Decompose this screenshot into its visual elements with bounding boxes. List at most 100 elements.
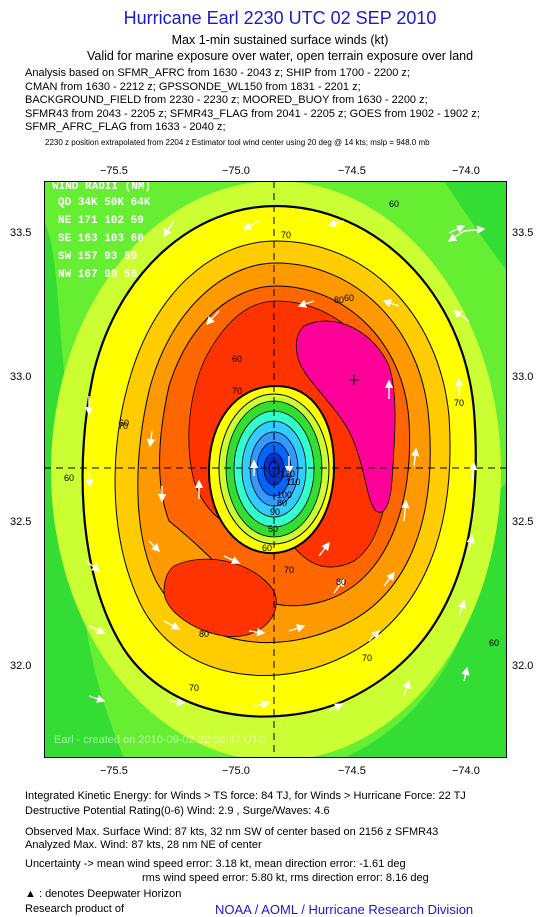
- wind-vector: [469, 461, 478, 482]
- lat-tick-label: 33.5: [512, 227, 534, 239]
- analysis-line: Analysis based on SFMR_AFRC from 1630 - …: [25, 67, 410, 79]
- noaa-credit: NOAA / AOML / Hurricane Research Divisio…: [215, 902, 474, 917]
- contour-label: 80: [199, 629, 209, 639]
- map-frame: [44, 181, 507, 758]
- deepwater-horizon-label: : denotes Deepwater Horizon: [38, 888, 182, 900]
- analysis-sources: Analysis based on SFMR_AFRC from 1630 - …: [25, 67, 480, 135]
- contour-label: 90: [270, 507, 280, 517]
- wind-vector: [85, 470, 94, 488]
- map-subtitle: Max 1-min sustained surface winds (kt): [171, 33, 389, 47]
- contour-label: 80: [277, 498, 287, 508]
- deepwater-horizon-note: ▲ : denotes Deepwater Horizon: [25, 888, 181, 900]
- contour-label: 60: [389, 199, 399, 209]
- lon-tick-label: −74.5: [338, 765, 366, 777]
- lon-tick-label: −75.0: [222, 165, 250, 177]
- analysis-line: BACKGROUND_FIELD from 2230 - 2230 z; MOO…: [25, 94, 428, 107]
- uncertainty-line: rms wind speed error: 5.80 kt, rms direc…: [142, 872, 429, 884]
- analyzed-max-wind-line: Analyzed Max. Wind: 87 kts, 28 nm NE of …: [25, 839, 262, 851]
- exposure-note: Valid for marine exposure over water, op…: [86, 49, 474, 63]
- lon-tick-label: −75.5: [100, 765, 128, 777]
- analysis-line: SFMR43 from 2043 - 2205 z; SFMR43_FLAG f…: [25, 107, 480, 120]
- lon-tick-label: −74.0: [452, 165, 480, 177]
- wind-vector: [85, 560, 101, 572]
- contour-label: 50: [268, 524, 278, 534]
- southwest-max-wind-patch: [163, 558, 277, 638]
- wind-vector: [382, 299, 400, 308]
- contour-label: 70: [189, 683, 199, 693]
- wind-vector: [452, 310, 470, 322]
- contour-label: 100: [277, 490, 292, 500]
- lat-tick-label: 32.5: [10, 516, 32, 528]
- lat-tick-label: 32.0: [512, 660, 534, 672]
- lon-tick-label: −75.5: [100, 165, 128, 177]
- wind-vector: [457, 599, 466, 617]
- wind-radii-row: SW 157 93 59: [58, 251, 137, 263]
- contour-label: 60: [64, 473, 74, 483]
- wind-vector: [163, 220, 175, 238]
- lat-tick-label: 32.5: [512, 516, 534, 528]
- wind-vector: [368, 630, 380, 642]
- lat-tick-label: 33.5: [10, 227, 32, 239]
- wind-radii-row: NW 167 99 56: [58, 269, 137, 281]
- wind-vector: [297, 299, 315, 308]
- wind-vector: [448, 225, 466, 234]
- contour-label: 60: [489, 638, 499, 648]
- wind-vector: [463, 225, 486, 234]
- wind-maximum-patch: [295, 320, 396, 513]
- wind-radii-title: WIND RADII (NM): [52, 181, 151, 193]
- lon-tick-label: −75.0: [222, 765, 250, 777]
- lat-tick-label: 33.0: [512, 371, 534, 383]
- ike-line: Integrated Kinetic Energy: for Winds > T…: [25, 790, 466, 802]
- position-note: 2230 z position extrapolated from 2204 z…: [45, 138, 430, 147]
- analysis-line: CMAN from 1630 - 2212 z; GPSSONDE_WL150 …: [25, 80, 361, 93]
- wind-radii-table: WIND RADII (NM) QD 34K 50K 64K NE 171 10…: [52, 181, 151, 281]
- wind-vector: [461, 666, 470, 682]
- wind-vector: [88, 625, 106, 634]
- wind-vector: [248, 627, 266, 637]
- contour-label: 60: [119, 418, 129, 428]
- contour-label: 120: [280, 469, 295, 479]
- wind-vector: [148, 540, 160, 552]
- contour-label: 60: [262, 543, 272, 553]
- wind-vector: [168, 697, 186, 707]
- wind-vector: [466, 534, 475, 552]
- wind-vector: [333, 577, 345, 594]
- wind-vector: [401, 499, 410, 522]
- lon-tick-label: −74.0: [452, 765, 480, 777]
- contour-label: 70: [284, 565, 294, 575]
- light-green-band: [344, 481, 507, 758]
- wind-vector: [288, 624, 306, 633]
- wind-vectors: [84, 219, 486, 712]
- research-label: Research product of: [25, 903, 125, 915]
- map-watermark: Earl - created on 2010-09-02 22:30:37 UT…: [54, 734, 266, 746]
- wind-vector: [402, 679, 411, 697]
- analysis-line: SFMR_AFRC_FLAG from 1633 - 2040 z;: [25, 121, 226, 134]
- wind-vector: [318, 541, 330, 557]
- wind-vector: [206, 310, 220, 326]
- contour-label: 80: [334, 295, 344, 305]
- contour-labels: 60 70 80 60 70 80 90 100 110 120 70 80 7…: [64, 199, 499, 693]
- contour-label: 70: [454, 398, 464, 408]
- map-title: Hurricane Earl 2230 UTC 02 SEP 2010: [123, 8, 437, 28]
- light-green-band: [44, 221, 124, 758]
- wind-vector: [146, 430, 156, 448]
- contour-label: 70: [362, 653, 372, 663]
- wind-vector: [88, 694, 106, 703]
- light-green-band: [444, 181, 507, 271]
- wind-vector: [411, 447, 420, 467]
- wind-vector: [223, 555, 241, 564]
- wind-field-map: 60 70 80 60 70 80 90 100 110 120 70 80 7…: [44, 181, 507, 758]
- lat-tick-label: 33.0: [10, 371, 32, 383]
- wind-vector: [383, 571, 395, 587]
- wind-vector: [253, 700, 271, 709]
- contour-label: 70: [118, 421, 128, 431]
- contour-label: 60: [232, 354, 242, 364]
- contour-label: 80: [336, 577, 346, 587]
- wind-vector: [242, 220, 260, 230]
- lon-tick-label: −74.5: [338, 165, 366, 177]
- contour-label: 70: [232, 386, 242, 396]
- wind-vector: [163, 620, 181, 630]
- destructive-potential-line: Destructive Potential Rating(0-6) Wind: …: [25, 805, 330, 817]
- wind-field-svg: 60 70 80 60 70 80 90 100 110 120 70 80 7…: [44, 181, 507, 758]
- contour-label: 110: [286, 477, 300, 487]
